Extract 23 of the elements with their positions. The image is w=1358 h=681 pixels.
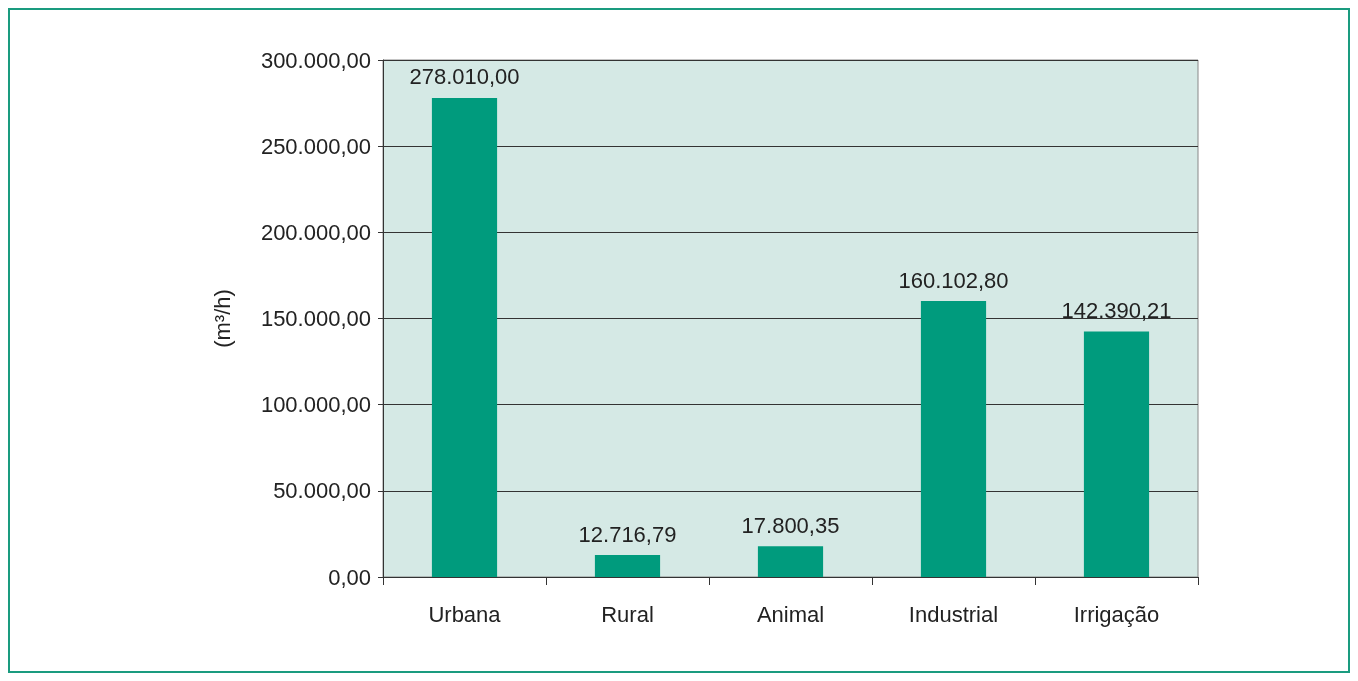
bar xyxy=(594,555,661,577)
x-tick-label: Industrial xyxy=(908,601,999,627)
x-tick-label: Rural xyxy=(601,601,654,627)
y-tick-label: 100.000,00 xyxy=(260,392,371,418)
y-tick-label: 250.000,00 xyxy=(260,133,371,159)
x-tick-label: Urbana xyxy=(428,601,502,627)
data-label: 17.800,35 xyxy=(741,512,840,538)
x-tick-label: Animal xyxy=(756,601,825,627)
bar xyxy=(920,301,987,577)
y-axis-title: (m³/h) xyxy=(209,289,235,348)
data-label: 160.102,80 xyxy=(898,267,1009,293)
y-tick-label: 150.000,00 xyxy=(260,306,371,331)
y-tick-label: 0,00 xyxy=(328,564,371,590)
data-label: 142.390,21 xyxy=(1061,298,1172,324)
data-label: 12.716,79 xyxy=(578,521,677,547)
bar xyxy=(431,97,498,577)
data-label: 278.010,00 xyxy=(409,64,520,90)
y-tick-label: 200.000,00 xyxy=(260,219,371,245)
bar xyxy=(757,546,824,577)
bar xyxy=(1083,331,1150,577)
y-tick-label: 300.000,00 xyxy=(260,47,371,73)
x-tick-label: Irrigação xyxy=(1073,601,1160,627)
y-tick-label: 50.000,00 xyxy=(273,478,371,504)
